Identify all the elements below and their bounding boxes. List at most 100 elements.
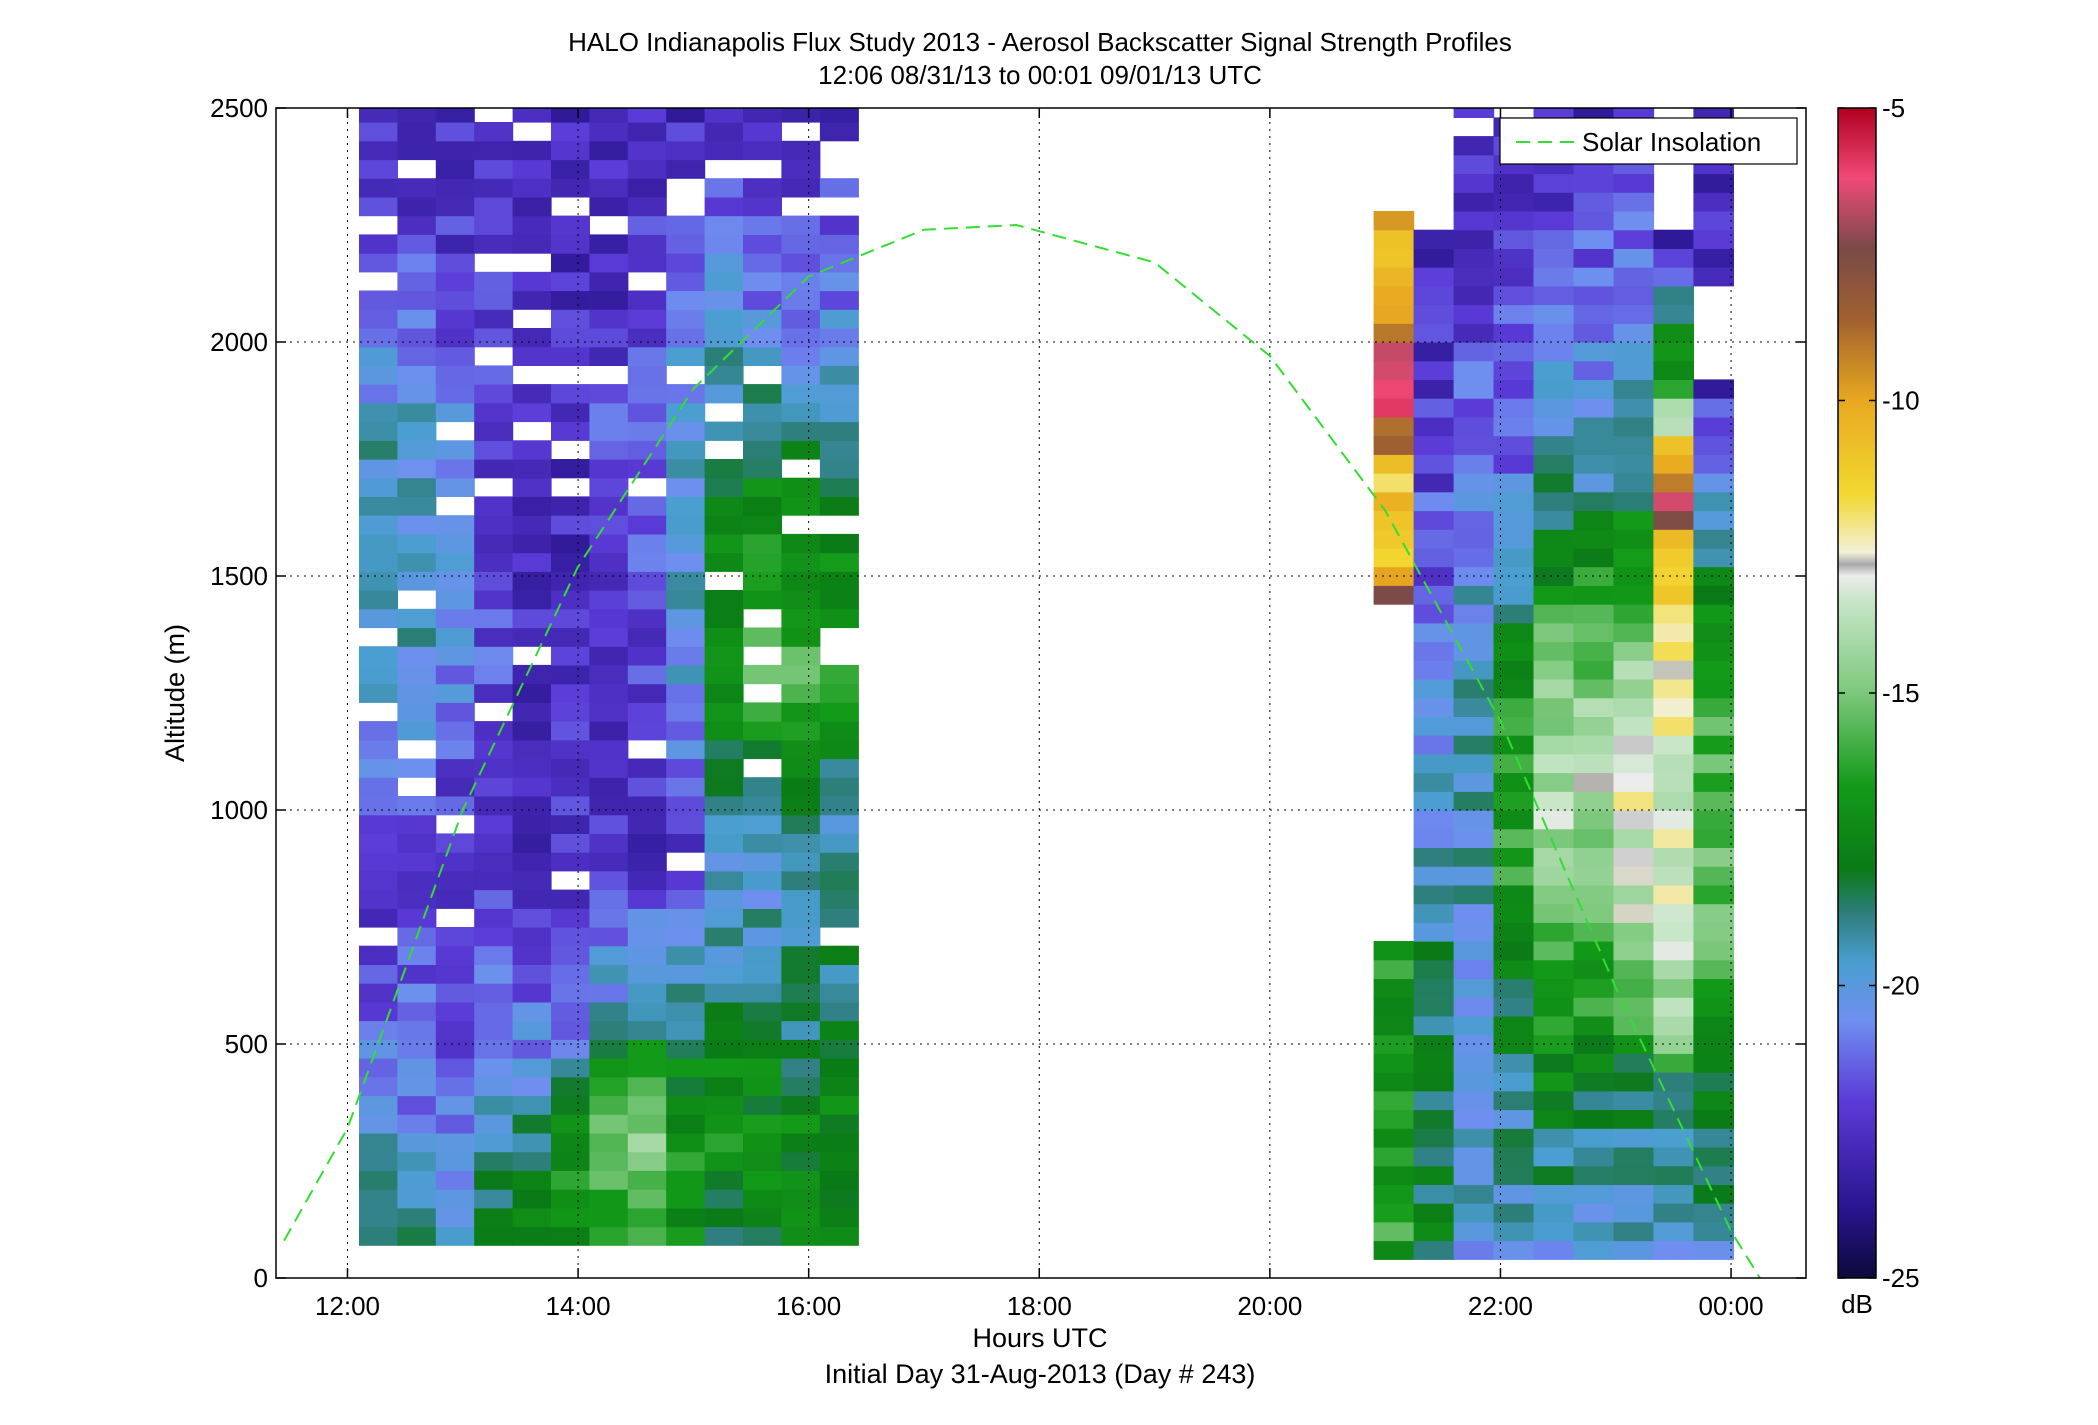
heatmap-cell: [359, 253, 398, 273]
heatmap-cell: [1493, 1128, 1535, 1148]
heatmap-cell: [704, 796, 744, 816]
heatmap-cell: [627, 496, 667, 516]
heatmap-cell: [551, 459, 590, 479]
heatmap-cell: [1453, 641, 1495, 661]
x-tick-label: 16:00: [776, 1291, 841, 1321]
heatmap-cell: [435, 515, 475, 535]
heatmap-cell: [435, 309, 475, 329]
heatmap-cell: [1693, 604, 1734, 624]
heatmap-cell: [743, 1226, 782, 1246]
heatmap-cell: [1493, 192, 1535, 212]
heatmap-cell: [666, 459, 706, 479]
heatmap-cell: [1533, 173, 1575, 193]
colorbar-tick-label: -5: [1882, 93, 1905, 123]
heatmap-cell: [1613, 772, 1655, 792]
heatmap-cell: [435, 1132, 475, 1153]
heatmap-cell: [627, 215, 667, 235]
heatmap-cell: [589, 1095, 629, 1115]
heatmap-cell: [743, 290, 782, 310]
heatmap-cell: [1613, 1221, 1655, 1242]
heatmap-cell: [1693, 697, 1734, 717]
heatmap-cell: [743, 533, 782, 554]
heatmap-cell: [435, 721, 475, 741]
heatmap-cell: [627, 814, 667, 834]
heatmap-cell: [1653, 510, 1694, 530]
heatmap-cell: [1533, 491, 1575, 512]
y-tick-label: 500: [225, 1029, 268, 1059]
heatmap-cell: [397, 1095, 437, 1115]
heatmap-cell: [1613, 173, 1655, 193]
heatmap-cell: [512, 814, 552, 834]
heatmap-cell: [1573, 304, 1615, 324]
heatmap-cell: [435, 739, 475, 760]
heatmap-cell: [1493, 360, 1535, 380]
heatmap-cell: [1533, 735, 1575, 755]
heatmap-cell: [1413, 529, 1455, 549]
heatmap-cell: [743, 870, 782, 891]
heatmap-cell: [1493, 510, 1535, 530]
heatmap-cell: [1413, 903, 1455, 923]
heatmap-cell: [781, 1132, 821, 1153]
heatmap-cell: [397, 1076, 437, 1097]
heatmap-cell: [359, 889, 398, 909]
heatmap-cell: [1453, 828, 1495, 848]
heatmap-cell: [743, 421, 782, 441]
heatmap-cell: [589, 196, 629, 217]
heatmap-cell: [666, 1132, 706, 1153]
heatmap-cell: [627, 1039, 667, 1059]
heatmap-cell: [743, 814, 782, 834]
heatmap-cell: [781, 796, 821, 816]
heatmap-cell: [1493, 679, 1535, 699]
heatmap-cell: [1493, 997, 1535, 1017]
heatmap-cell: [551, 1095, 590, 1115]
heatmap-cell: [1493, 791, 1535, 811]
heatmap-cell: [397, 1189, 437, 1209]
heatmap-cell: [1533, 922, 1575, 942]
heatmap-cell: [819, 1114, 859, 1134]
heatmap-cell: [1533, 547, 1575, 568]
heatmap-cell: [1453, 903, 1495, 923]
heatmap-cell: [1613, 847, 1655, 867]
heatmap-cell: [474, 1001, 514, 1022]
heatmap-cell: [1453, 847, 1495, 867]
heatmap-cell: [743, 108, 782, 123]
heatmap-cell: [512, 964, 552, 984]
heatmap-cell: [397, 552, 437, 572]
heatmap-cell: [589, 833, 629, 853]
heatmap-cell: [1693, 229, 1734, 249]
heatmap-cell: [743, 196, 782, 217]
heatmap-cell: [1533, 360, 1575, 380]
heatmap-cell: [435, 1151, 475, 1171]
heatmap-cell: [743, 122, 782, 142]
heatmap-cell: [397, 608, 437, 629]
heatmap-cell: [551, 1189, 590, 1209]
heatmap-cell: [551, 852, 590, 872]
heatmap-cell: [781, 927, 821, 947]
x-tick-label: 12:00: [315, 1291, 380, 1321]
heatmap-cell: [435, 646, 475, 666]
heatmap-cell: [1613, 1165, 1655, 1185]
heatmap-cell: [1573, 753, 1615, 774]
heatmap-cell: [1493, 1184, 1535, 1204]
heatmap-cell: [1493, 660, 1535, 680]
heatmap-cell: [359, 122, 398, 142]
heatmap-cell: [359, 178, 398, 198]
heatmap-cell: [1573, 622, 1615, 643]
heatmap-cell: [1693, 192, 1734, 212]
heatmap-cell: [435, 108, 475, 123]
heatmap-cell: [627, 328, 667, 348]
heatmap-cell: [704, 122, 744, 142]
heatmap-cell: [397, 122, 437, 142]
heatmap-cell: [743, 309, 782, 329]
heatmap-cell: [551, 533, 590, 554]
heatmap-cell: [1533, 641, 1575, 661]
heatmap-cell: [474, 1207, 514, 1228]
heatmap-cell: [743, 927, 782, 947]
colorbar-tick-label: -15: [1882, 678, 1920, 708]
heatmap-cell: [589, 271, 629, 292]
heatmap-cell: [1413, 1090, 1455, 1111]
heatmap-cell: [1693, 1128, 1734, 1148]
heatmap-cell: [589, 1114, 629, 1134]
heatmap-cell: [1533, 211, 1575, 231]
heatmap-cell: [1653, 285, 1694, 306]
